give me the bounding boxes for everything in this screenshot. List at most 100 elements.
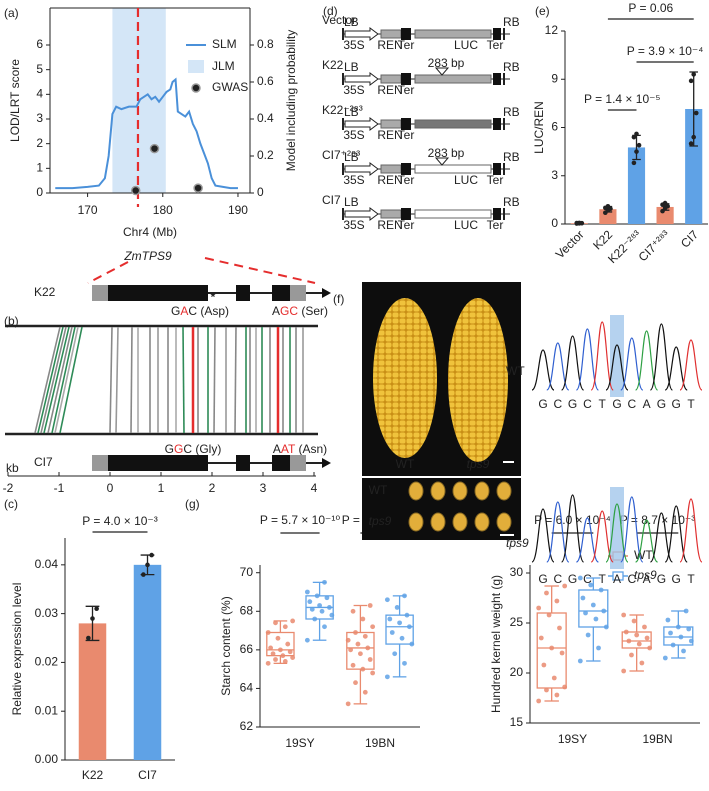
trace-peak xyxy=(546,342,570,391)
y-tick-label: 66 xyxy=(240,642,254,656)
base-call: A xyxy=(643,397,651,411)
box xyxy=(385,614,414,645)
promoter xyxy=(344,117,379,131)
data-point xyxy=(282,624,288,630)
x-tick-label: 180 xyxy=(153,203,173,217)
x-tick-label: 19SY xyxy=(285,736,314,750)
ren xyxy=(380,119,402,129)
data-point xyxy=(541,662,547,668)
terminator xyxy=(493,163,501,175)
data-point xyxy=(665,204,670,209)
codon-part: GC xyxy=(280,304,298,318)
kernel xyxy=(452,512,468,532)
alignment-line xyxy=(182,326,185,434)
y-tick-label: 62 xyxy=(240,719,254,733)
legend-swatch xyxy=(191,83,201,93)
box xyxy=(578,589,609,628)
ren xyxy=(380,29,402,39)
base-call: G xyxy=(568,572,577,586)
allele-name: CI7 xyxy=(34,455,53,469)
promoter xyxy=(344,207,379,221)
promoter xyxy=(344,72,379,86)
y-tick-label: 0.01 xyxy=(35,703,59,717)
data-point xyxy=(304,589,310,595)
annotation: P = 3.9 × 10⁻⁴ xyxy=(627,44,704,58)
utr xyxy=(290,455,306,471)
x-tick-label: CI7 xyxy=(678,227,701,250)
codon-part: (Ser) xyxy=(298,304,328,318)
panel-label: (g) xyxy=(185,497,200,511)
base-call: C xyxy=(553,397,562,411)
construct-name: K22⁻²⁸³ xyxy=(322,103,363,117)
box xyxy=(536,612,567,689)
element-label: Ter xyxy=(487,218,504,232)
y-axis-label: Hundred kernel weight (g) xyxy=(489,575,503,713)
y-tick-label: 4 xyxy=(36,87,43,101)
data-point xyxy=(585,632,591,638)
data-point xyxy=(683,608,689,614)
base-call: G xyxy=(672,397,681,411)
point xyxy=(149,143,160,154)
data-point xyxy=(322,624,327,630)
border-label: RB xyxy=(503,195,520,209)
panel-label: (b) xyxy=(4,314,19,328)
ren xyxy=(380,209,402,219)
kb-tick-label: -2 xyxy=(3,481,14,495)
base-call: C xyxy=(583,397,592,411)
y-tick-label: 0.02 xyxy=(35,655,59,669)
data-point xyxy=(399,635,405,641)
data-point xyxy=(145,562,150,568)
highlight xyxy=(610,487,624,569)
data-point xyxy=(588,582,594,588)
data-point xyxy=(634,131,639,137)
y-tick-label: 30 xyxy=(510,565,524,579)
legend-label: tps9 xyxy=(634,568,657,582)
codon-part: AT xyxy=(281,442,296,456)
y-tick-label: 20 xyxy=(510,665,524,679)
terminator xyxy=(401,208,411,220)
construct-name: K22 xyxy=(322,58,344,72)
trace-peak xyxy=(590,321,614,391)
x-tick-label: 19SY xyxy=(558,732,587,746)
terminator xyxy=(493,208,501,220)
data-point xyxy=(265,660,271,666)
data-point xyxy=(355,641,361,647)
y-tick-label: 0 xyxy=(36,185,43,199)
alignment-line xyxy=(59,326,83,434)
data-point xyxy=(631,618,637,624)
data-point xyxy=(290,655,296,660)
y-tick-label: 0.04 xyxy=(35,557,59,571)
kb-tick-label: 3 xyxy=(260,481,267,495)
exon xyxy=(272,455,290,471)
photo-label: WT xyxy=(396,457,415,471)
insert-marker xyxy=(434,67,450,76)
y-axis-label: LOD/LRT score xyxy=(8,59,22,142)
trace-peak xyxy=(649,512,673,563)
kernel xyxy=(408,512,424,532)
x-tick-label: Vector xyxy=(553,227,587,261)
y-tick-label: 0.03 xyxy=(35,606,59,620)
y-axis-label: Relative expression level xyxy=(10,583,24,716)
data-point xyxy=(536,698,542,704)
data-point xyxy=(348,647,354,653)
element-label: LUC xyxy=(454,218,478,232)
data-point xyxy=(668,630,673,636)
data-point xyxy=(644,635,650,641)
annotation: P = 1.4 × 10⁻⁵ xyxy=(584,92,661,106)
kb-tick-label: -1 xyxy=(54,481,65,495)
data-point xyxy=(90,616,95,621)
trace-peak xyxy=(531,349,555,391)
y-tick-label: 12 xyxy=(545,23,559,37)
y-tick-label: 5 xyxy=(36,62,43,76)
data-point xyxy=(536,605,542,611)
data-point xyxy=(577,575,583,581)
element-label: Ter xyxy=(398,218,415,232)
element-label: Ter xyxy=(487,38,504,52)
alignment-line xyxy=(234,326,237,434)
terminator xyxy=(401,163,411,175)
element-label: 35S xyxy=(343,83,364,97)
y-tick-label: 25 xyxy=(510,615,524,629)
data-point xyxy=(358,651,363,657)
data-point xyxy=(691,72,696,77)
kernel xyxy=(408,481,424,501)
